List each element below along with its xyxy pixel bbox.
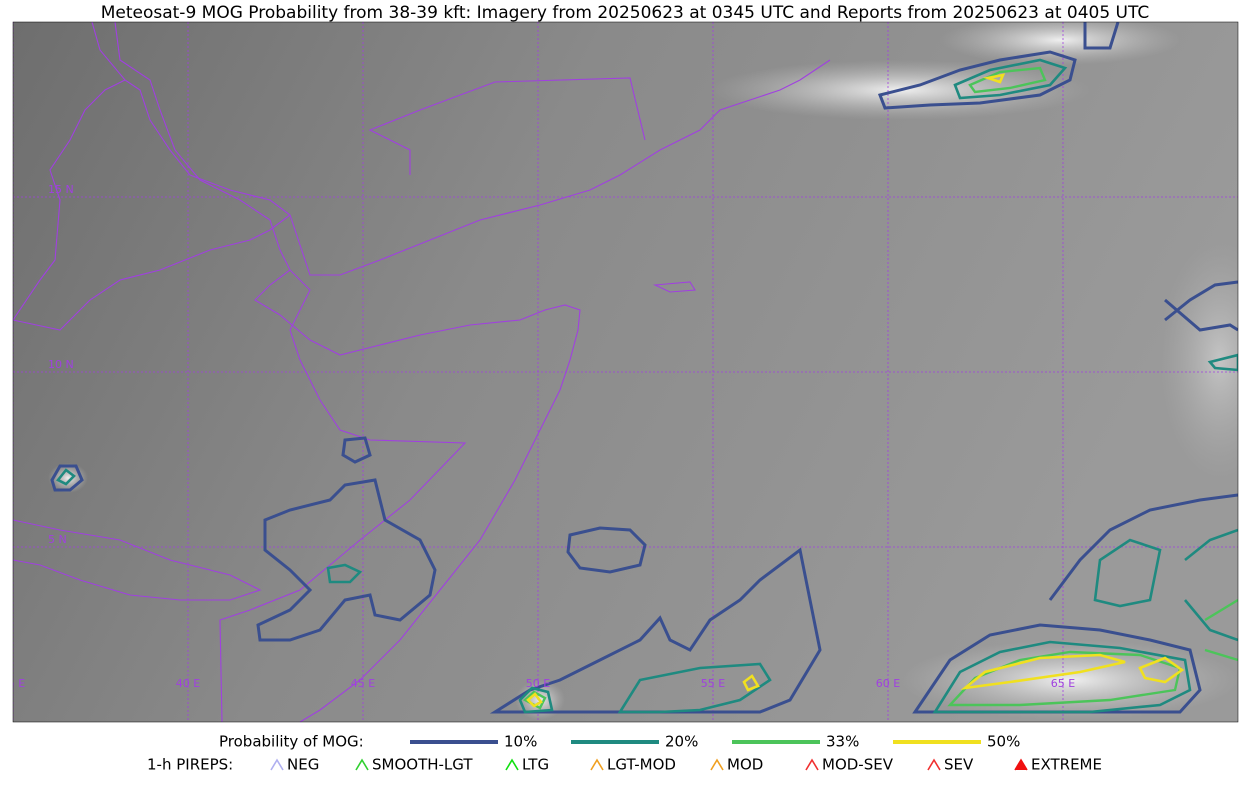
coast — [91, 22, 831, 276]
contour-20 — [953, 58, 1068, 100]
contour-10 — [566, 526, 647, 574]
legend-title: Probability of MOG: — [219, 733, 364, 751]
legend-label: LGT-MOD — [607, 756, 676, 774]
contour-33 — [1204, 598, 1238, 662]
contour-20 — [326, 563, 363, 584]
pirep-symbol — [505, 758, 519, 771]
contour-10 — [877, 50, 1077, 110]
contour-50 — [982, 73, 1006, 84]
legend-label: NEG — [287, 756, 319, 774]
legend-label: 33% — [826, 733, 859, 751]
legend-title: 1-h PIREPS: — [147, 756, 233, 774]
legend-label: 20% — [665, 733, 698, 751]
contour-20 — [1207, 353, 1238, 372]
legend-label: LTG — [522, 756, 549, 774]
contour-10 — [256, 478, 437, 642]
cloud — [940, 22, 1180, 65]
longitude-label: 50 E — [526, 677, 550, 690]
pirep-symbol — [1014, 758, 1028, 771]
latitude-label: 5 N — [48, 533, 67, 546]
cloud — [1160, 240, 1238, 480]
border — [219, 269, 467, 722]
mog-contours — [50, 22, 1238, 714]
pirep-symbol — [355, 758, 369, 771]
map: 35 E 40 E 45 E 50 E 55 E 60 E 65 E 15 N 10 N 5 N — [1, 22, 1238, 722]
contour-10 — [912, 623, 1202, 714]
contour-10 — [50, 464, 84, 492]
legend-label: MOD — [727, 756, 763, 774]
legend-label: 10% — [504, 733, 537, 751]
legend: 10% 20% 33% 50% NEG SMOOTH-LGT LTG LGT-MOD MOD MO… — [270, 733, 1102, 774]
title: Meteosat-9 MOG Probability from 38-39 kf… — [101, 3, 1150, 23]
longitude-label: 35 E — [1, 677, 25, 690]
coast — [13, 79, 126, 321]
contour-20 — [518, 686, 554, 714]
longitude-label: 65 E — [1051, 677, 1075, 690]
legend-label: SMOOTH-LGT — [372, 756, 473, 774]
longitude-label: 55 E — [701, 677, 725, 690]
contour-20 — [932, 640, 1192, 714]
legend-label: SEV — [944, 756, 974, 774]
coordinate-labels: 35 E 40 E 45 E 50 E 55 E 60 E 65 E 15 N 10 N 5 N — [1, 183, 1075, 690]
pirep-symbol — [710, 758, 724, 771]
island — [652, 281, 696, 293]
contour-10 — [1083, 22, 1120, 50]
border — [13, 214, 291, 331]
coastlines — [13, 22, 831, 722]
coast — [114, 22, 581, 722]
contour-10 — [489, 547, 822, 714]
contour-20 — [617, 662, 772, 714]
legend-label: 50% — [987, 733, 1020, 751]
legend-label: MOD-SEV — [822, 756, 894, 774]
contour-50 — [742, 674, 760, 692]
contour-10 — [1048, 493, 1238, 601]
longitude-label: 45 E — [351, 677, 375, 690]
pirep-symbol — [270, 758, 284, 771]
contour-50 — [1138, 656, 1185, 684]
pirep-symbol — [590, 758, 604, 771]
map-frame — [12, 21, 1239, 723]
longitude-label: 60 E — [876, 677, 900, 690]
contour-50 — [526, 692, 543, 708]
longitude-label: 40 E — [176, 677, 200, 690]
contour-50 — [960, 653, 1126, 690]
contour-10 — [341, 436, 372, 464]
pirep-symbol — [805, 758, 819, 771]
graticule — [13, 22, 1238, 722]
border — [368, 77, 646, 175]
pirep-symbol — [927, 758, 941, 771]
contour-20 — [1093, 538, 1162, 608]
contour-33 — [968, 66, 1047, 94]
contour-20 — [1184, 528, 1238, 642]
latitude-label: 15 N — [48, 183, 74, 196]
contour-20 — [55, 468, 76, 486]
legend-label: EXTREME — [1031, 756, 1102, 774]
border — [13, 519, 262, 601]
contour-10 — [1164, 298, 1238, 332]
latitude-label: 10 N — [48, 358, 74, 371]
